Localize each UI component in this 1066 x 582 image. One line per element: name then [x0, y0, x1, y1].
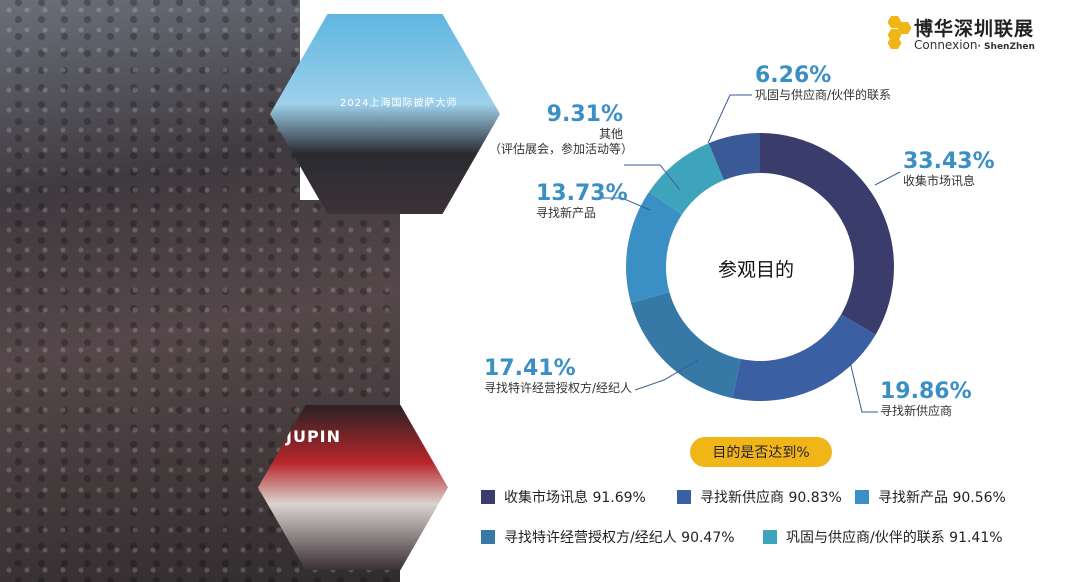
leader-line-1 [849, 361, 878, 413]
goal-item-3: 寻找特许经营授权方/经纪人 90.47% [481, 527, 735, 547]
slice-percent: 9.31% [546, 102, 623, 127]
goal-item-0: 收集市场讯息 91.69% [481, 487, 646, 507]
callout-slice-3: 13.73% 寻找新产品 [536, 182, 628, 221]
leader-line-2 [634, 359, 699, 391]
leader-line-0 [874, 171, 901, 186]
slice-label: 巩固与供应商/伙伴的联系 [755, 88, 892, 102]
chart-title: 参观目的 [718, 259, 795, 281]
honeycomb-logo-icon [887, 16, 912, 49]
pizza-competition-photo: 2024上海国际披萨大师 [270, 14, 500, 214]
slice-label: 寻找新供应商 [880, 404, 953, 418]
callout-slice-2: 17.41% 寻找特许经营授权方/经纪人 [484, 357, 632, 396]
goal-item-1: 寻找新供应商 90.83% [677, 487, 842, 507]
goal-text: 收集市场讯息 91.69% [504, 490, 646, 506]
donut-slice-2 [630, 292, 741, 399]
connexion-logo: 博华深圳联展 Connexion· ShenZhen [884, 14, 1044, 54]
goal-item-4: 巩固与供应商/伙伴的联系 91.41% [763, 527, 1003, 547]
donut-slice-4 [648, 143, 724, 215]
donut-slice-5 [708, 133, 760, 181]
leader-line-5 [707, 94, 752, 144]
slice-percent: 6.26% [755, 63, 832, 88]
logo-chinese-name: 博华深圳联展 [914, 18, 1035, 40]
goal-text: 寻找特许经营授权方/经纪人 90.47% [504, 530, 735, 546]
donut-slice-1 [732, 314, 876, 401]
donut-slice-0 [760, 133, 894, 335]
slice-label: 寻找新产品 [536, 206, 597, 220]
leader-line-3 [598, 197, 651, 211]
goal-swatch [855, 490, 869, 504]
slice-label-detail: （评估展会，参加活动等） [489, 142, 634, 156]
goal-swatch [481, 530, 495, 544]
goal-swatch [677, 490, 691, 504]
slice-label: 收集市场讯息 [903, 174, 976, 188]
slice-percent: 33.43% [903, 149, 995, 174]
callout-slice-0: 33.43% 收集市场讯息 [903, 150, 995, 189]
leader-line-4 [624, 164, 681, 191]
callout-slice-5: 6.26% 巩固与供应商/伙伴的联系 [755, 64, 891, 103]
goal-text: 寻找新产品 90.56% [878, 490, 1006, 506]
donut-slice-3 [625, 192, 683, 303]
goal-achieved-title: 目的是否达到% [690, 437, 832, 467]
callout-slice-1: 19.86% 寻找新供应商 [880, 380, 972, 419]
goal-swatch [763, 530, 777, 544]
slice-percent: 17.41% [484, 356, 576, 381]
slice-label: 其他 [598, 127, 623, 141]
logo-english-name: Connexion· ShenZhen [914, 38, 1035, 52]
goal-text: 寻找新供应商 90.83% [700, 490, 842, 506]
slice-percent: 19.86% [880, 379, 972, 404]
goal-swatch [481, 490, 495, 504]
callout-slice-4: 9.31% 其他 （评估展会，参加活动等） [489, 102, 634, 157]
slice-percent: 13.73% [536, 181, 628, 206]
goal-text: 巩固与供应商/伙伴的联系 91.41% [786, 530, 1003, 546]
slice-label: 寻找特许经营授权方/经纪人 [484, 381, 633, 395]
booth-sign-text: JUPIN [286, 427, 342, 446]
banner-text: 2024上海国际披萨大师 [340, 98, 458, 109]
goal-item-2: 寻找新产品 90.56% [855, 487, 1006, 507]
